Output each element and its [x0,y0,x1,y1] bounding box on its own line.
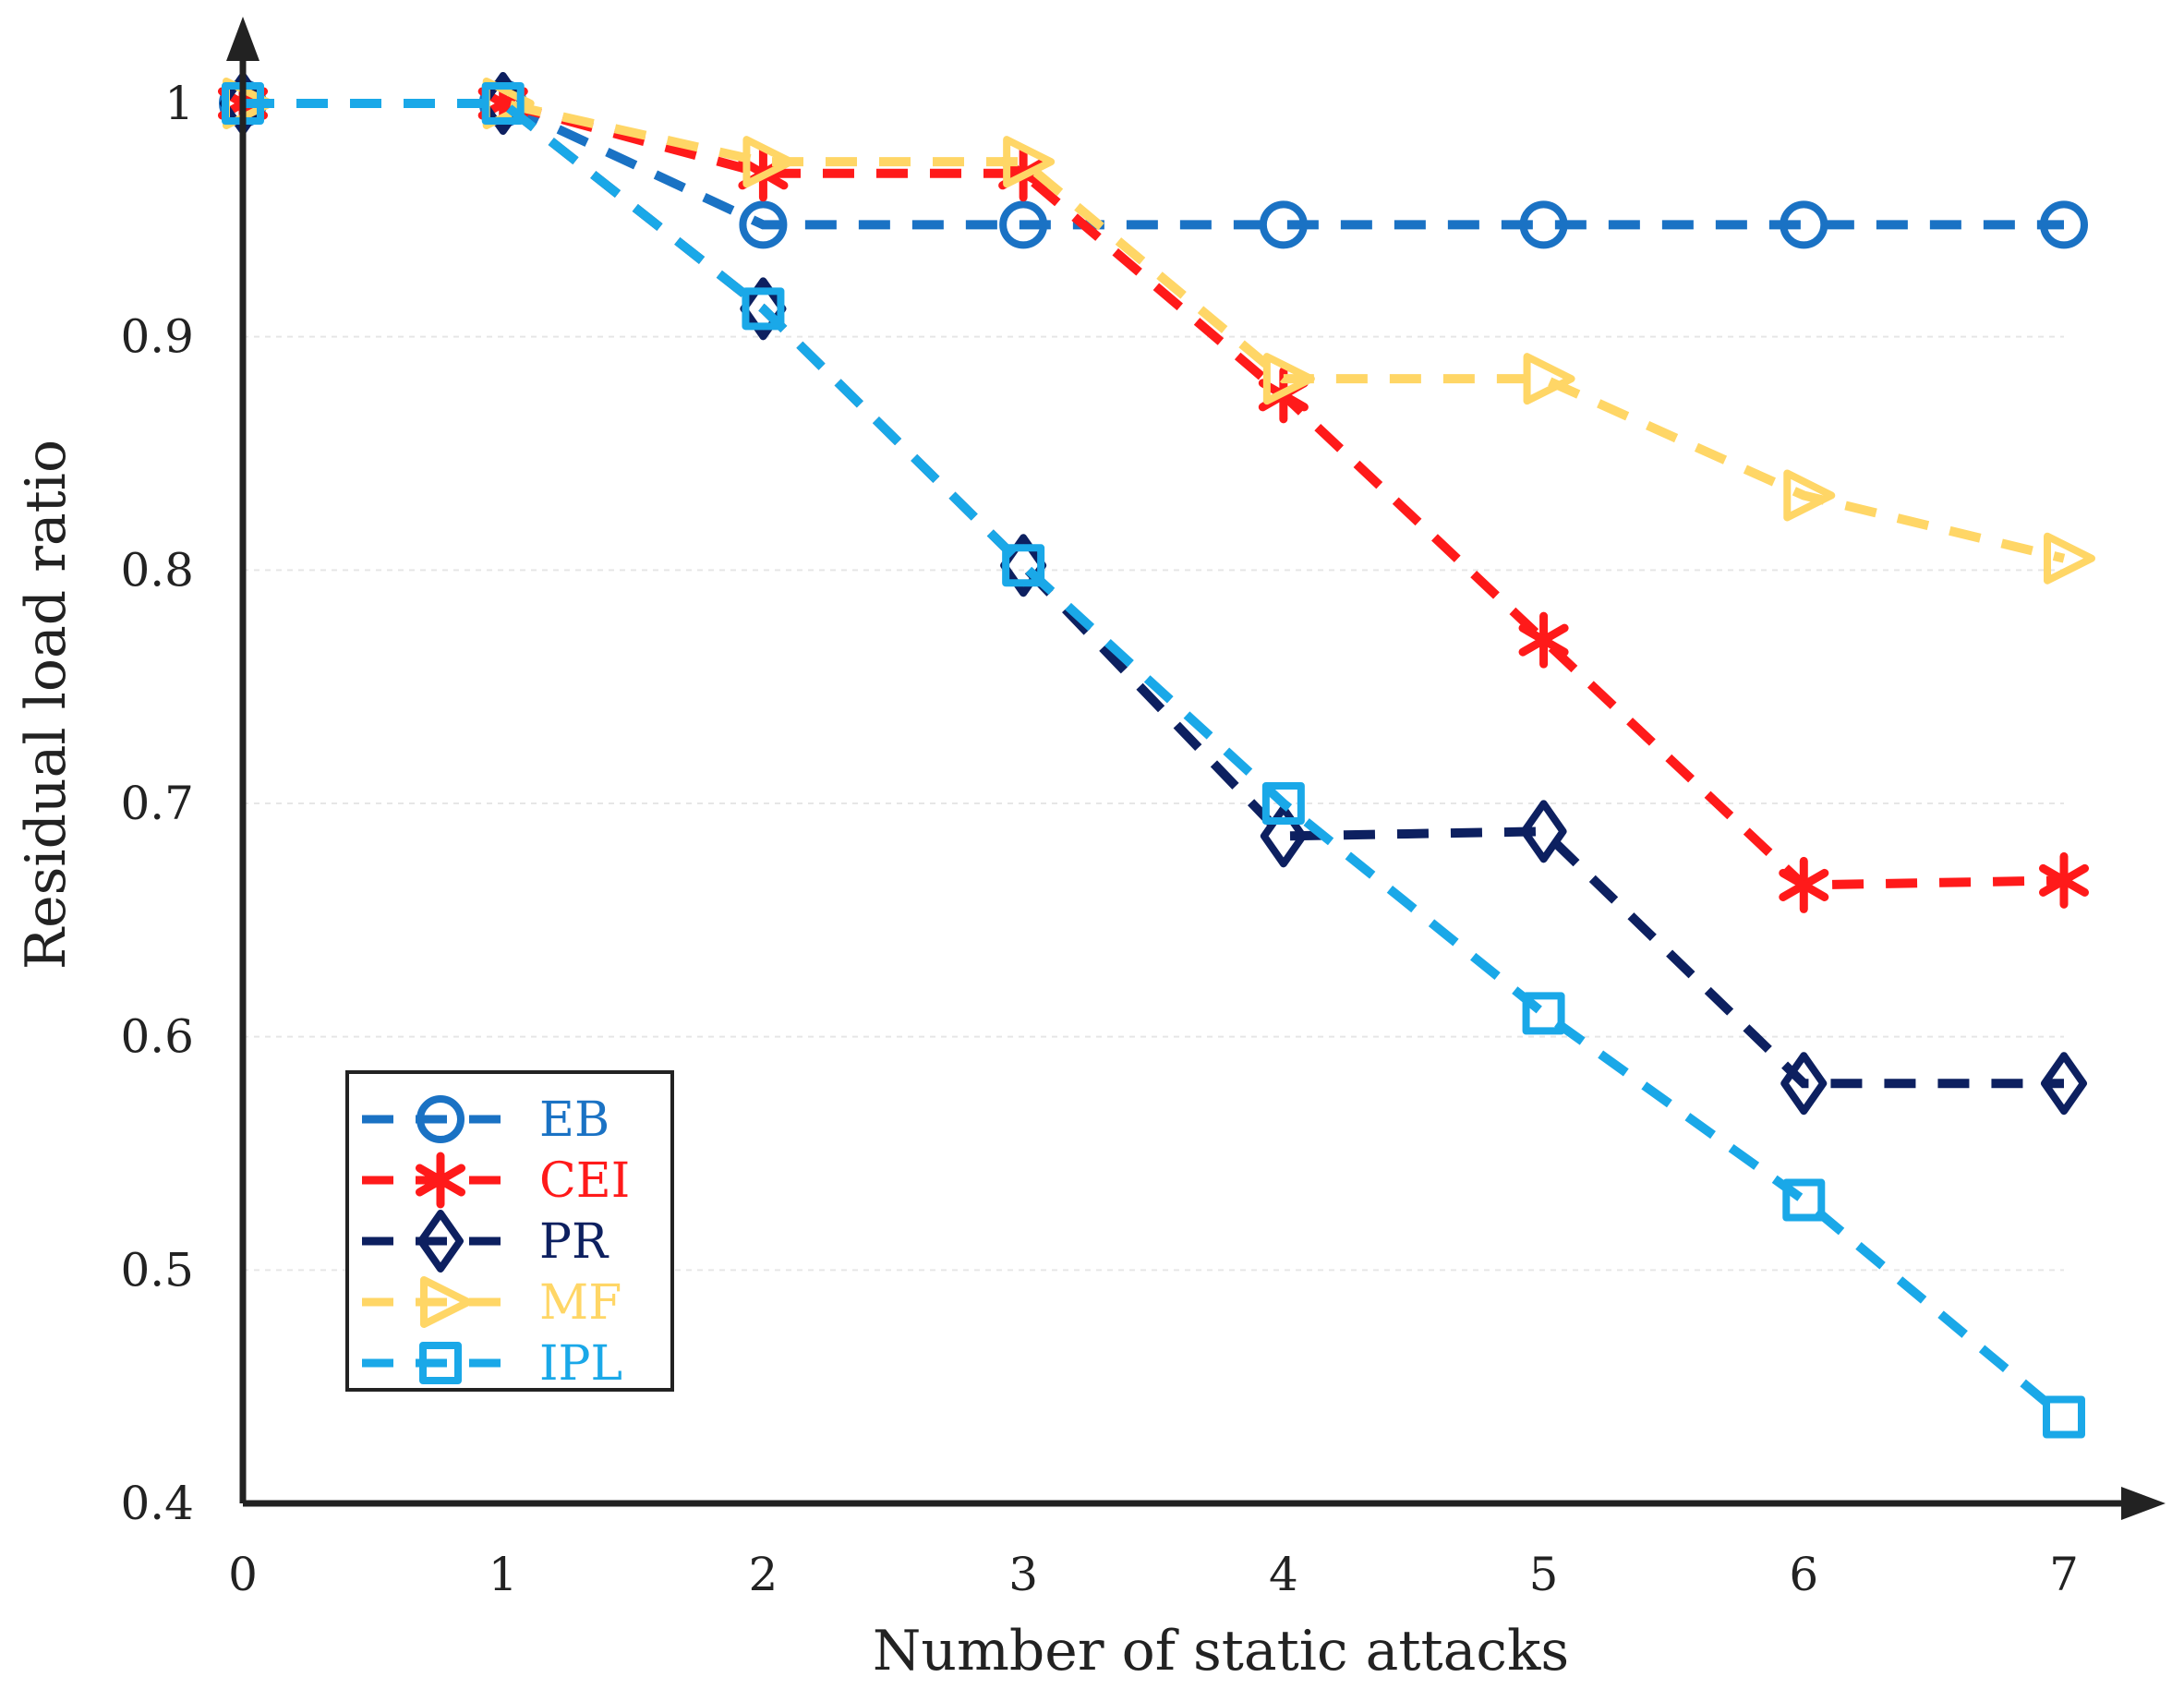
data-point [1002,544,1045,587]
data-point [419,1342,462,1384]
data-point [417,1210,464,1273]
y-tick-label: 0.5 [120,1243,194,1297]
data-point [1262,353,1315,405]
y-tick-label: 0.7 [120,777,194,830]
data-point [420,1276,472,1328]
legend-label: IPL [539,1336,622,1392]
legend-item-pr: PR [362,1210,609,1273]
data-point [1518,611,1569,669]
asterisk-stroke [1779,868,1829,901]
data-point [1780,200,1828,249]
legend-item-mf: MF [362,1275,621,1331]
y-tick-label: 0.9 [120,310,194,364]
y-tick-label: 1 [164,77,194,130]
y-axis-title: Residual load ratio [14,440,78,970]
x-tick-label: 5 [1529,1548,1559,1601]
data-point [1779,856,1829,913]
x-tick-label: 6 [1789,1548,1818,1601]
x-axis-arrow [2121,1487,2166,1520]
x-tick-label: 7 [2049,1548,2079,1601]
data-point [1003,136,1056,188]
y-axis-arrow [226,17,259,61]
data-point [1523,353,1575,405]
data-point [739,200,788,249]
data-point [416,1095,465,1143]
series-line-mf [243,99,2066,563]
series-group [217,72,2095,1439]
series-line-eb [243,99,2064,230]
legend-item-ipl: IPL [362,1336,622,1392]
legend-label: PR [539,1214,609,1270]
series-pr [220,72,2087,1116]
legend-item-cei: CEI [362,1152,630,1209]
data-point [2044,532,2095,585]
data-point [1780,1052,1828,1116]
data-point [1783,469,1836,522]
series-line-cei [243,99,2065,890]
data-point [2040,200,2088,249]
data-point [999,200,1048,249]
asterisk-stroke [1518,623,1569,657]
data-point [1259,200,1308,249]
tick-labels: 0.4 0.5 0.6 0.7 0.8 0.9 1 0 1 2 3 4 5 6 7 [120,77,2078,1601]
legend-label: EB [539,1092,609,1148]
data-point [1782,1178,1826,1222]
data-point [2041,1052,2087,1116]
data-point [1520,800,1567,863]
asterisk-stroke [2038,863,2090,897]
series-ipl [222,82,2085,1439]
data-point [481,82,525,125]
y-tick-label: 0.4 [120,1477,194,1530]
y-tick-label: 0.8 [120,543,194,597]
data-point [2038,851,2090,909]
y-tick-label: 0.6 [120,1010,194,1064]
x-tick-label: 2 [749,1548,778,1601]
legend-label: CEI [539,1153,630,1209]
data-point [740,277,787,341]
x-tick-label: 0 [228,1548,258,1601]
data-point [1522,992,1565,1035]
x-tick-label: 1 [489,1548,518,1601]
data-point [1519,200,1568,249]
x-axis-title: Number of static attacks [873,1619,1569,1683]
legend-box [345,1070,674,1392]
axes [226,17,2166,1520]
series-mf [223,78,2095,585]
x-tick-label: 3 [1008,1548,1038,1601]
series-line-ipl [243,99,2068,1421]
legend-label: MF [539,1275,621,1331]
data-point [742,136,795,188]
series-line-pr [243,99,2064,1089]
data-point [742,287,785,331]
data-point [1261,782,1305,825]
legend-item-eb: EB [362,1092,609,1148]
data-point [1260,804,1307,868]
data-point [415,1152,466,1209]
x-tick-label: 4 [1269,1548,1298,1601]
data-point [2043,1395,2085,1439]
asterisk-stroke [415,1164,466,1197]
